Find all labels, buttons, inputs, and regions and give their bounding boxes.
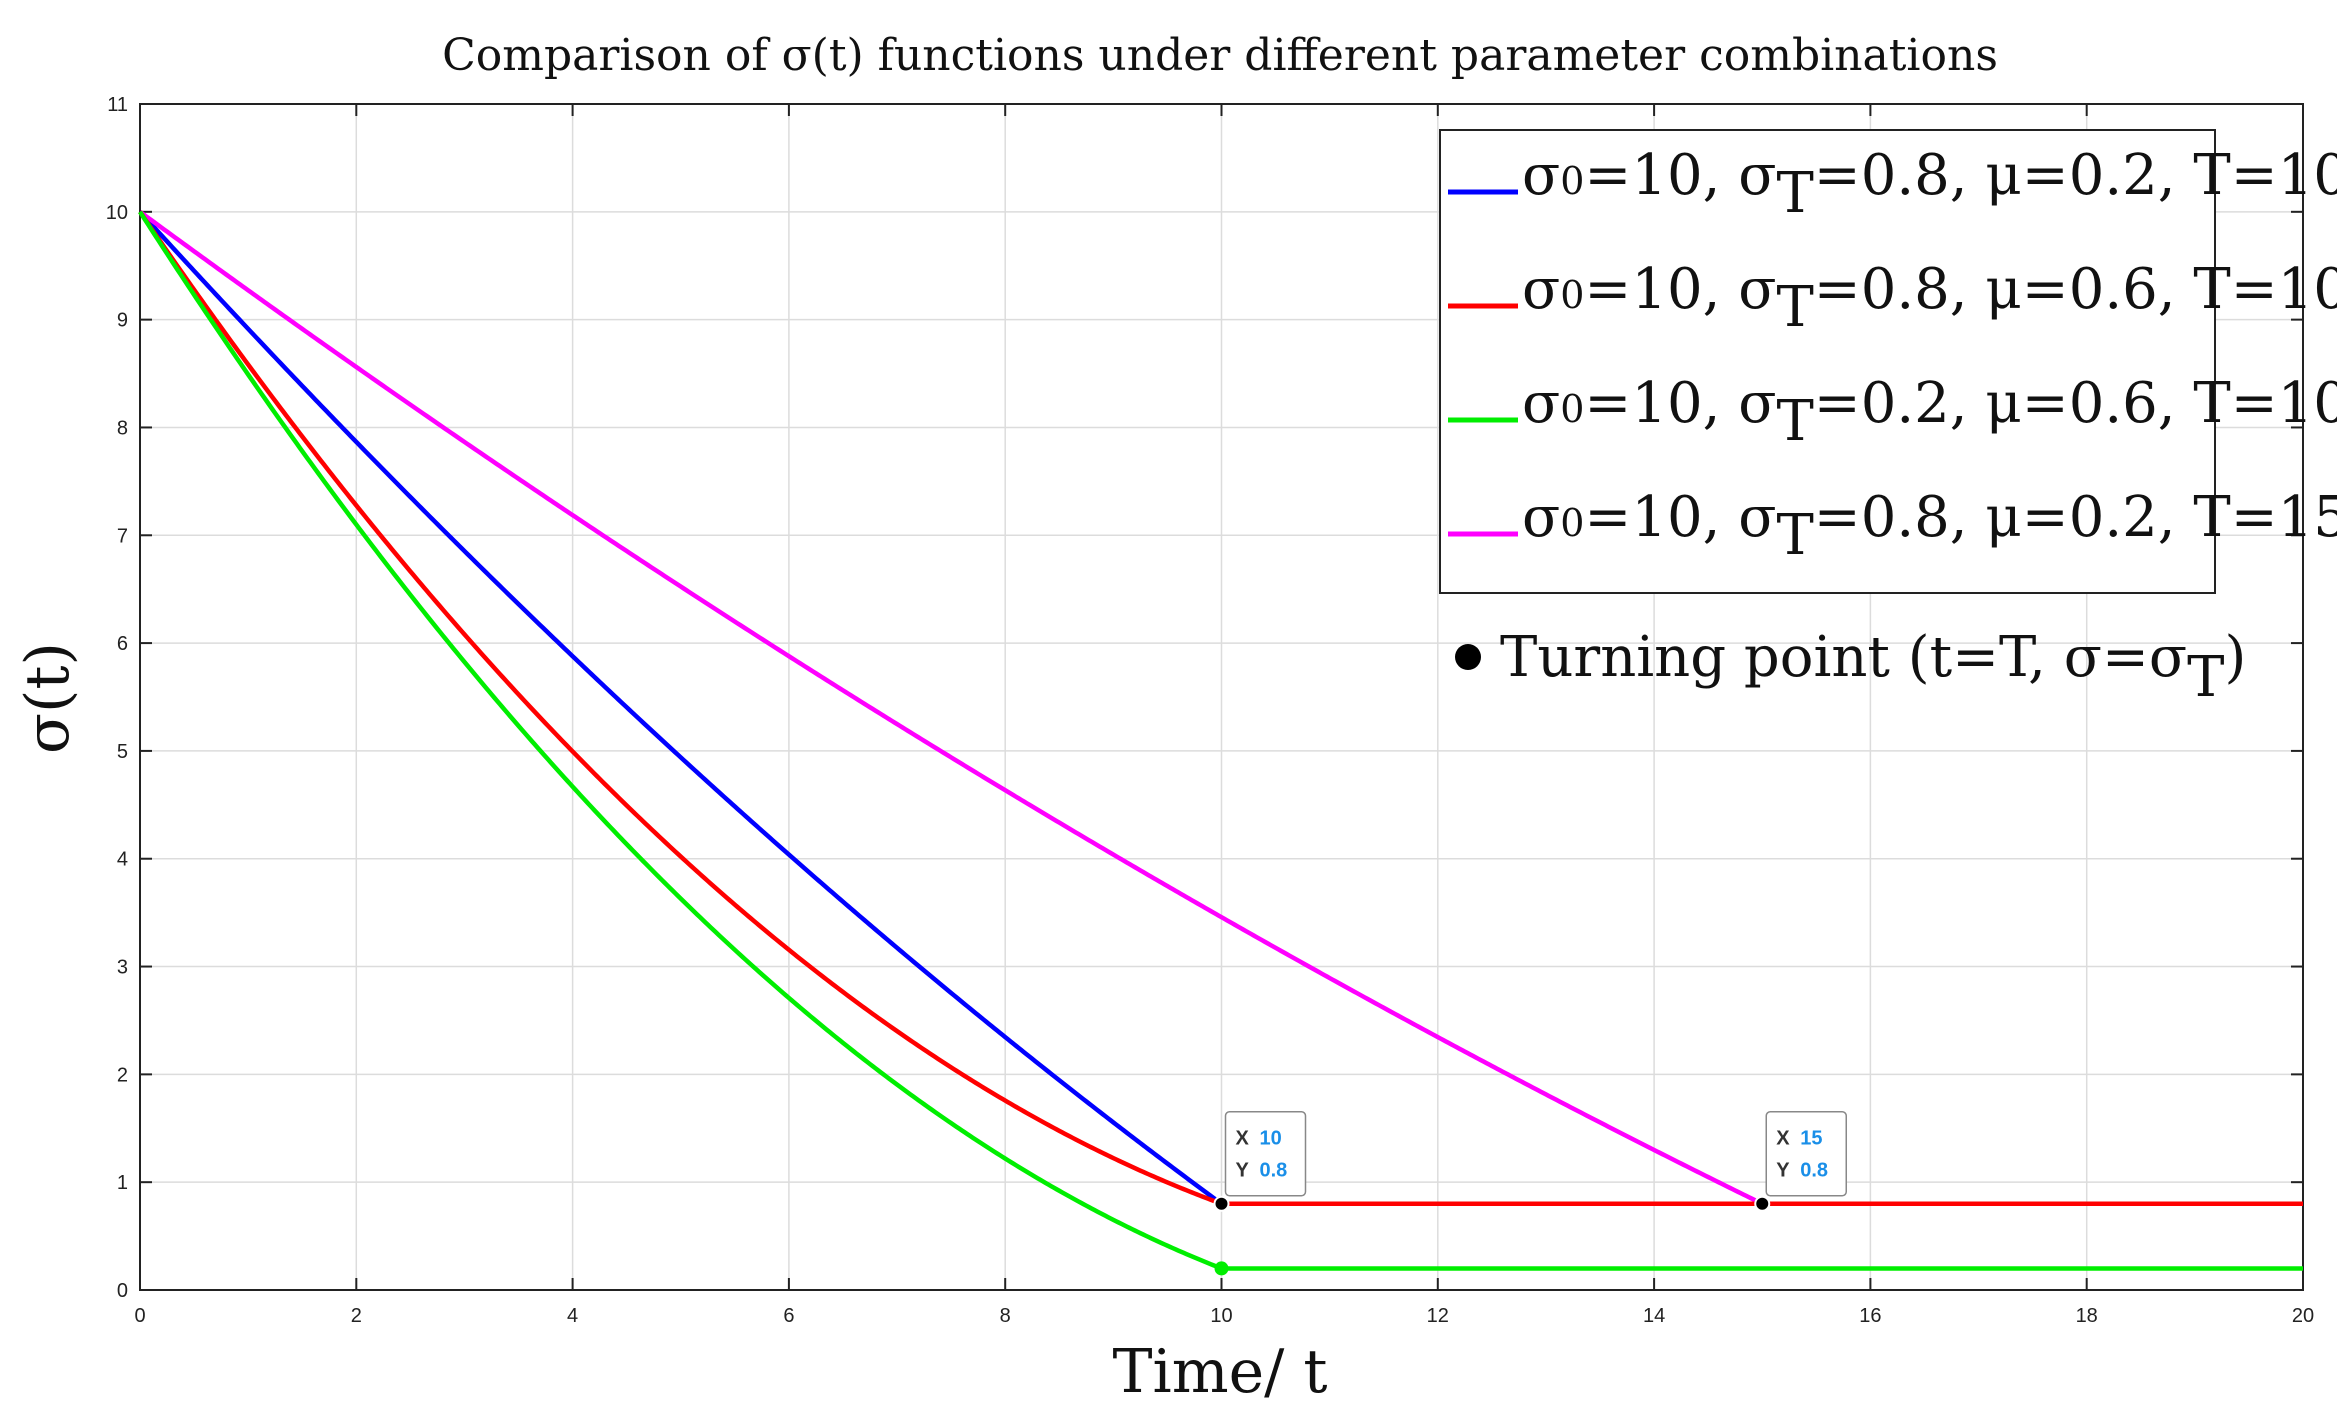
legend-box — [1439, 129, 2216, 594]
datatip-y-label: Y — [1236, 1160, 1250, 1182]
x-tick-label: 8 — [1000, 1305, 1011, 1327]
x-tick-label: 14 — [1643, 1305, 1665, 1327]
datatip-box — [1765, 1110, 1847, 1197]
y-tick-label: 8 — [117, 417, 128, 439]
datatip-x-value: 15 — [1800, 1128, 1822, 1150]
datatips: X 10 Y 0.8 X 15 Y 0.8 — [1224, 1110, 1847, 1197]
turning-point-marker — [1214, 1261, 1229, 1276]
y-tick-label: 5 — [117, 741, 128, 763]
chart-title: Comparison of σ(t) functions under diffe… — [442, 30, 1998, 81]
x-tick-label: 2 — [351, 1305, 362, 1327]
y-tick-label: 10 — [106, 202, 128, 224]
datatip-y-value: 0.8 — [1260, 1160, 1288, 1182]
y-tick-label: 3 — [117, 957, 128, 979]
x-tick-label: 6 — [783, 1305, 794, 1327]
x-tick-label: 16 — [1859, 1305, 1881, 1327]
y-tick-label: 11 — [107, 94, 128, 116]
y-tick-label: 1 — [117, 1172, 128, 1194]
datatip-y-value: 0.8 — [1800, 1160, 1828, 1182]
x-tick-label: 4 — [567, 1305, 578, 1327]
y-axis-label: σ(t) — [13, 642, 83, 754]
datatip-x-value: 10 — [1260, 1128, 1282, 1150]
datatip-x-label: X — [1236, 1128, 1250, 1150]
turning-point-marker — [1213, 1195, 1230, 1212]
legend-entry: σ0=10, σT=0.8, μ=0.2, T=15 — [1522, 485, 2337, 568]
legend-entry: σ0=10, σT=0.8, μ=0.6, T=10 — [1522, 257, 2337, 340]
x-tick-label: 18 — [2076, 1305, 2098, 1327]
datatip-box — [1224, 1110, 1307, 1197]
x-tick-label: 0 — [134, 1305, 145, 1327]
y-tick-label: 0 — [117, 1280, 128, 1302]
legend-entry: σ0=10, σT=0.2, μ=0.6, T=10 — [1522, 371, 2337, 454]
y-tick-label: 9 — [117, 310, 128, 332]
legend: σ0=10, σT=0.8, μ=0.2, T=10 σ0=10, σT=0.8,… — [1439, 129, 2337, 710]
x-axis-label: Time/ t — [1112, 1337, 1327, 1407]
x-tick-label: 10 — [1210, 1305, 1232, 1327]
legend-entry: σ0=10, σT=0.8, μ=0.2, T=10 — [1522, 143, 2337, 226]
y-tick-label: 7 — [117, 525, 128, 547]
x-axis-ticks: 0 2 4 6 8 10 12 14 16 18 20 — [134, 104, 2314, 1327]
turning-point-legend-text: Turning point (t=T, σ=σT) — [1500, 625, 2246, 710]
y-tick-label: 4 — [117, 849, 128, 871]
datatip-x-label: X — [1776, 1128, 1790, 1150]
x-tick-label: 20 — [2292, 1305, 2314, 1327]
y-tick-label: 6 — [117, 633, 128, 655]
turning-points — [1213, 1195, 1771, 1276]
turning-point-marker — [1754, 1195, 1771, 1212]
x-tick-label: 12 — [1427, 1305, 1449, 1327]
y-tick-label: 2 — [117, 1064, 128, 1086]
datatip-y-label: Y — [1776, 1160, 1790, 1182]
turning-point-legend-marker — [1455, 644, 1481, 670]
y-axis-ticks: 0 1 2 3 4 5 6 7 8 9 10 11 — [106, 94, 2303, 1302]
